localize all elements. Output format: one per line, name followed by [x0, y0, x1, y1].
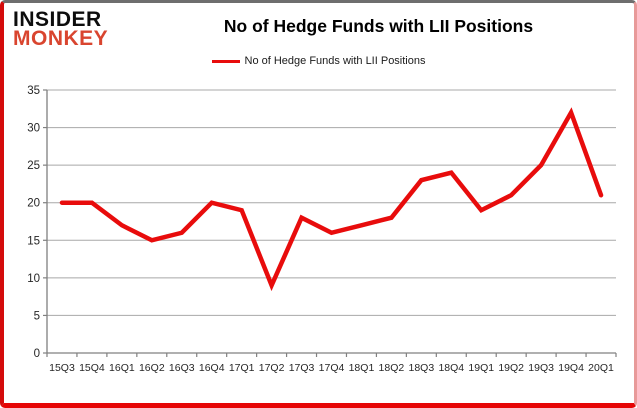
x-axis-label-18Q2: 18Q2 — [379, 362, 405, 374]
y-axis-label-35: 35 — [27, 85, 40, 97]
y-axis-label-5: 5 — [34, 310, 40, 322]
logo-line-insider: INSIDER — [13, 8, 102, 31]
legend: No of Hedge Funds with LII Positions — [0, 55, 637, 67]
x-axis-label-16Q4: 16Q4 — [199, 362, 225, 374]
series-line — [59, 107, 604, 292]
x-axis-label-16Q2: 16Q2 — [139, 362, 165, 374]
x-axis-label-15Q4: 15Q4 — [79, 362, 105, 374]
x-axis-label-18Q1: 18Q1 — [349, 362, 375, 374]
x-axis-label-17Q1: 17Q1 — [229, 362, 255, 374]
y-axis-label-0: 0 — [34, 348, 40, 360]
insider-monkey-logo: INSIDER MONKEY — [13, 8, 143, 51]
x-axis-label-15Q3: 15Q3 — [49, 362, 75, 374]
y-axis-label-30: 30 — [27, 123, 40, 135]
x-axis-label-19Q3: 19Q3 — [528, 362, 554, 374]
y-axis-label-15: 15 — [27, 235, 40, 247]
x-axis-label-19Q4: 19Q4 — [558, 362, 584, 374]
y-axis-label-10: 10 — [27, 273, 40, 285]
x-axis-label-17Q3: 17Q3 — [289, 362, 315, 374]
x-axis-label-19Q2: 19Q2 — [498, 362, 524, 374]
x-axis-label-18Q4: 18Q4 — [438, 362, 464, 374]
y-axis-label-25: 25 — [27, 160, 40, 172]
x-axis-label-20Q1: 20Q1 — [588, 362, 614, 374]
y-axis-label-20: 20 — [27, 198, 40, 210]
chart-title: No of Hedge Funds with LII Positions — [223, 16, 534, 36]
x-axis-label-16Q1: 16Q1 — [109, 362, 135, 374]
x-axis-label-17Q4: 17Q4 — [319, 362, 345, 374]
legend-label: No of Hedge Funds with LII Positions — [244, 55, 426, 67]
x-axis-label-19Q1: 19Q1 — [468, 362, 494, 374]
legend-line-swatch — [211, 59, 240, 63]
x-axis-label-18Q3: 18Q3 — [408, 362, 434, 374]
x-axis-label-17Q2: 17Q2 — [259, 362, 285, 374]
logo-line-monkey: MONKEY — [13, 27, 109, 51]
x-axis-label-16Q3: 16Q3 — [169, 362, 195, 374]
